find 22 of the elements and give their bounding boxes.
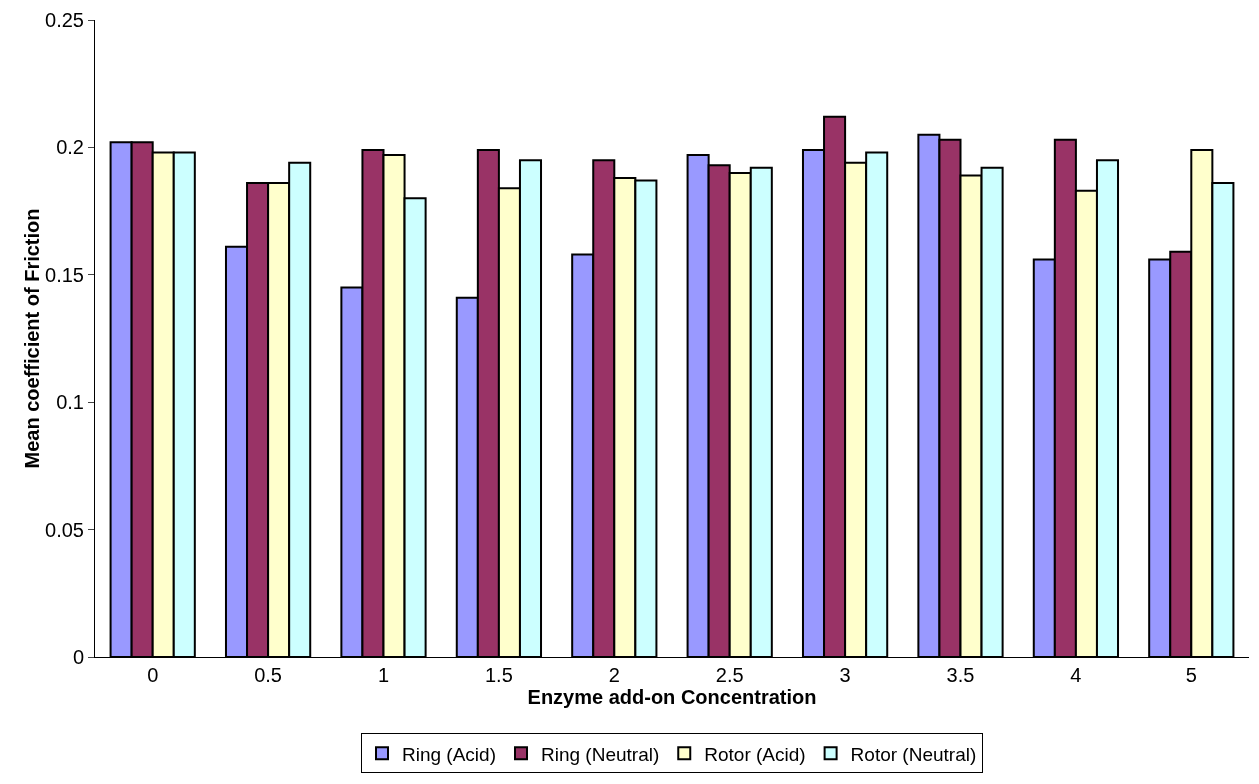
y-axis-title: Mean coefficient of Friction [21,208,44,469]
y-tick-label: 0.05 [45,518,84,541]
legend-label: Rotor (Acid) [704,743,806,765]
x-tick-label: 0.5 [254,664,283,686]
x-tick-label: 3.5 [946,664,975,686]
x-tick-label: 1 [377,664,390,686]
legend-label: Rotor (Neutral) [850,743,977,765]
x-tick-label: 2 [608,664,620,686]
x-tick-label: 4 [1070,664,1082,686]
x-axis-title: Enzyme add-on Concentration [527,686,817,708]
y-tick-label: 0.25 [45,9,84,31]
x-tick-label: 5 [1185,664,1197,686]
legend-label: Ring (Neutral) [540,743,660,765]
x-tick-label: 0 [147,664,159,686]
y-tick-label: 0 [72,646,84,668]
legend-label: Ring (Acid) [402,743,496,765]
y-tick-label: 0.15 [45,263,84,286]
x-tick-label: 1.5 [484,664,513,686]
y-tick-label: 0.2 [56,136,84,159]
x-tick-label: 3 [839,664,851,686]
x-tick-label: 2.5 [715,664,744,686]
y-tick-label: 0.1 [56,391,84,414]
